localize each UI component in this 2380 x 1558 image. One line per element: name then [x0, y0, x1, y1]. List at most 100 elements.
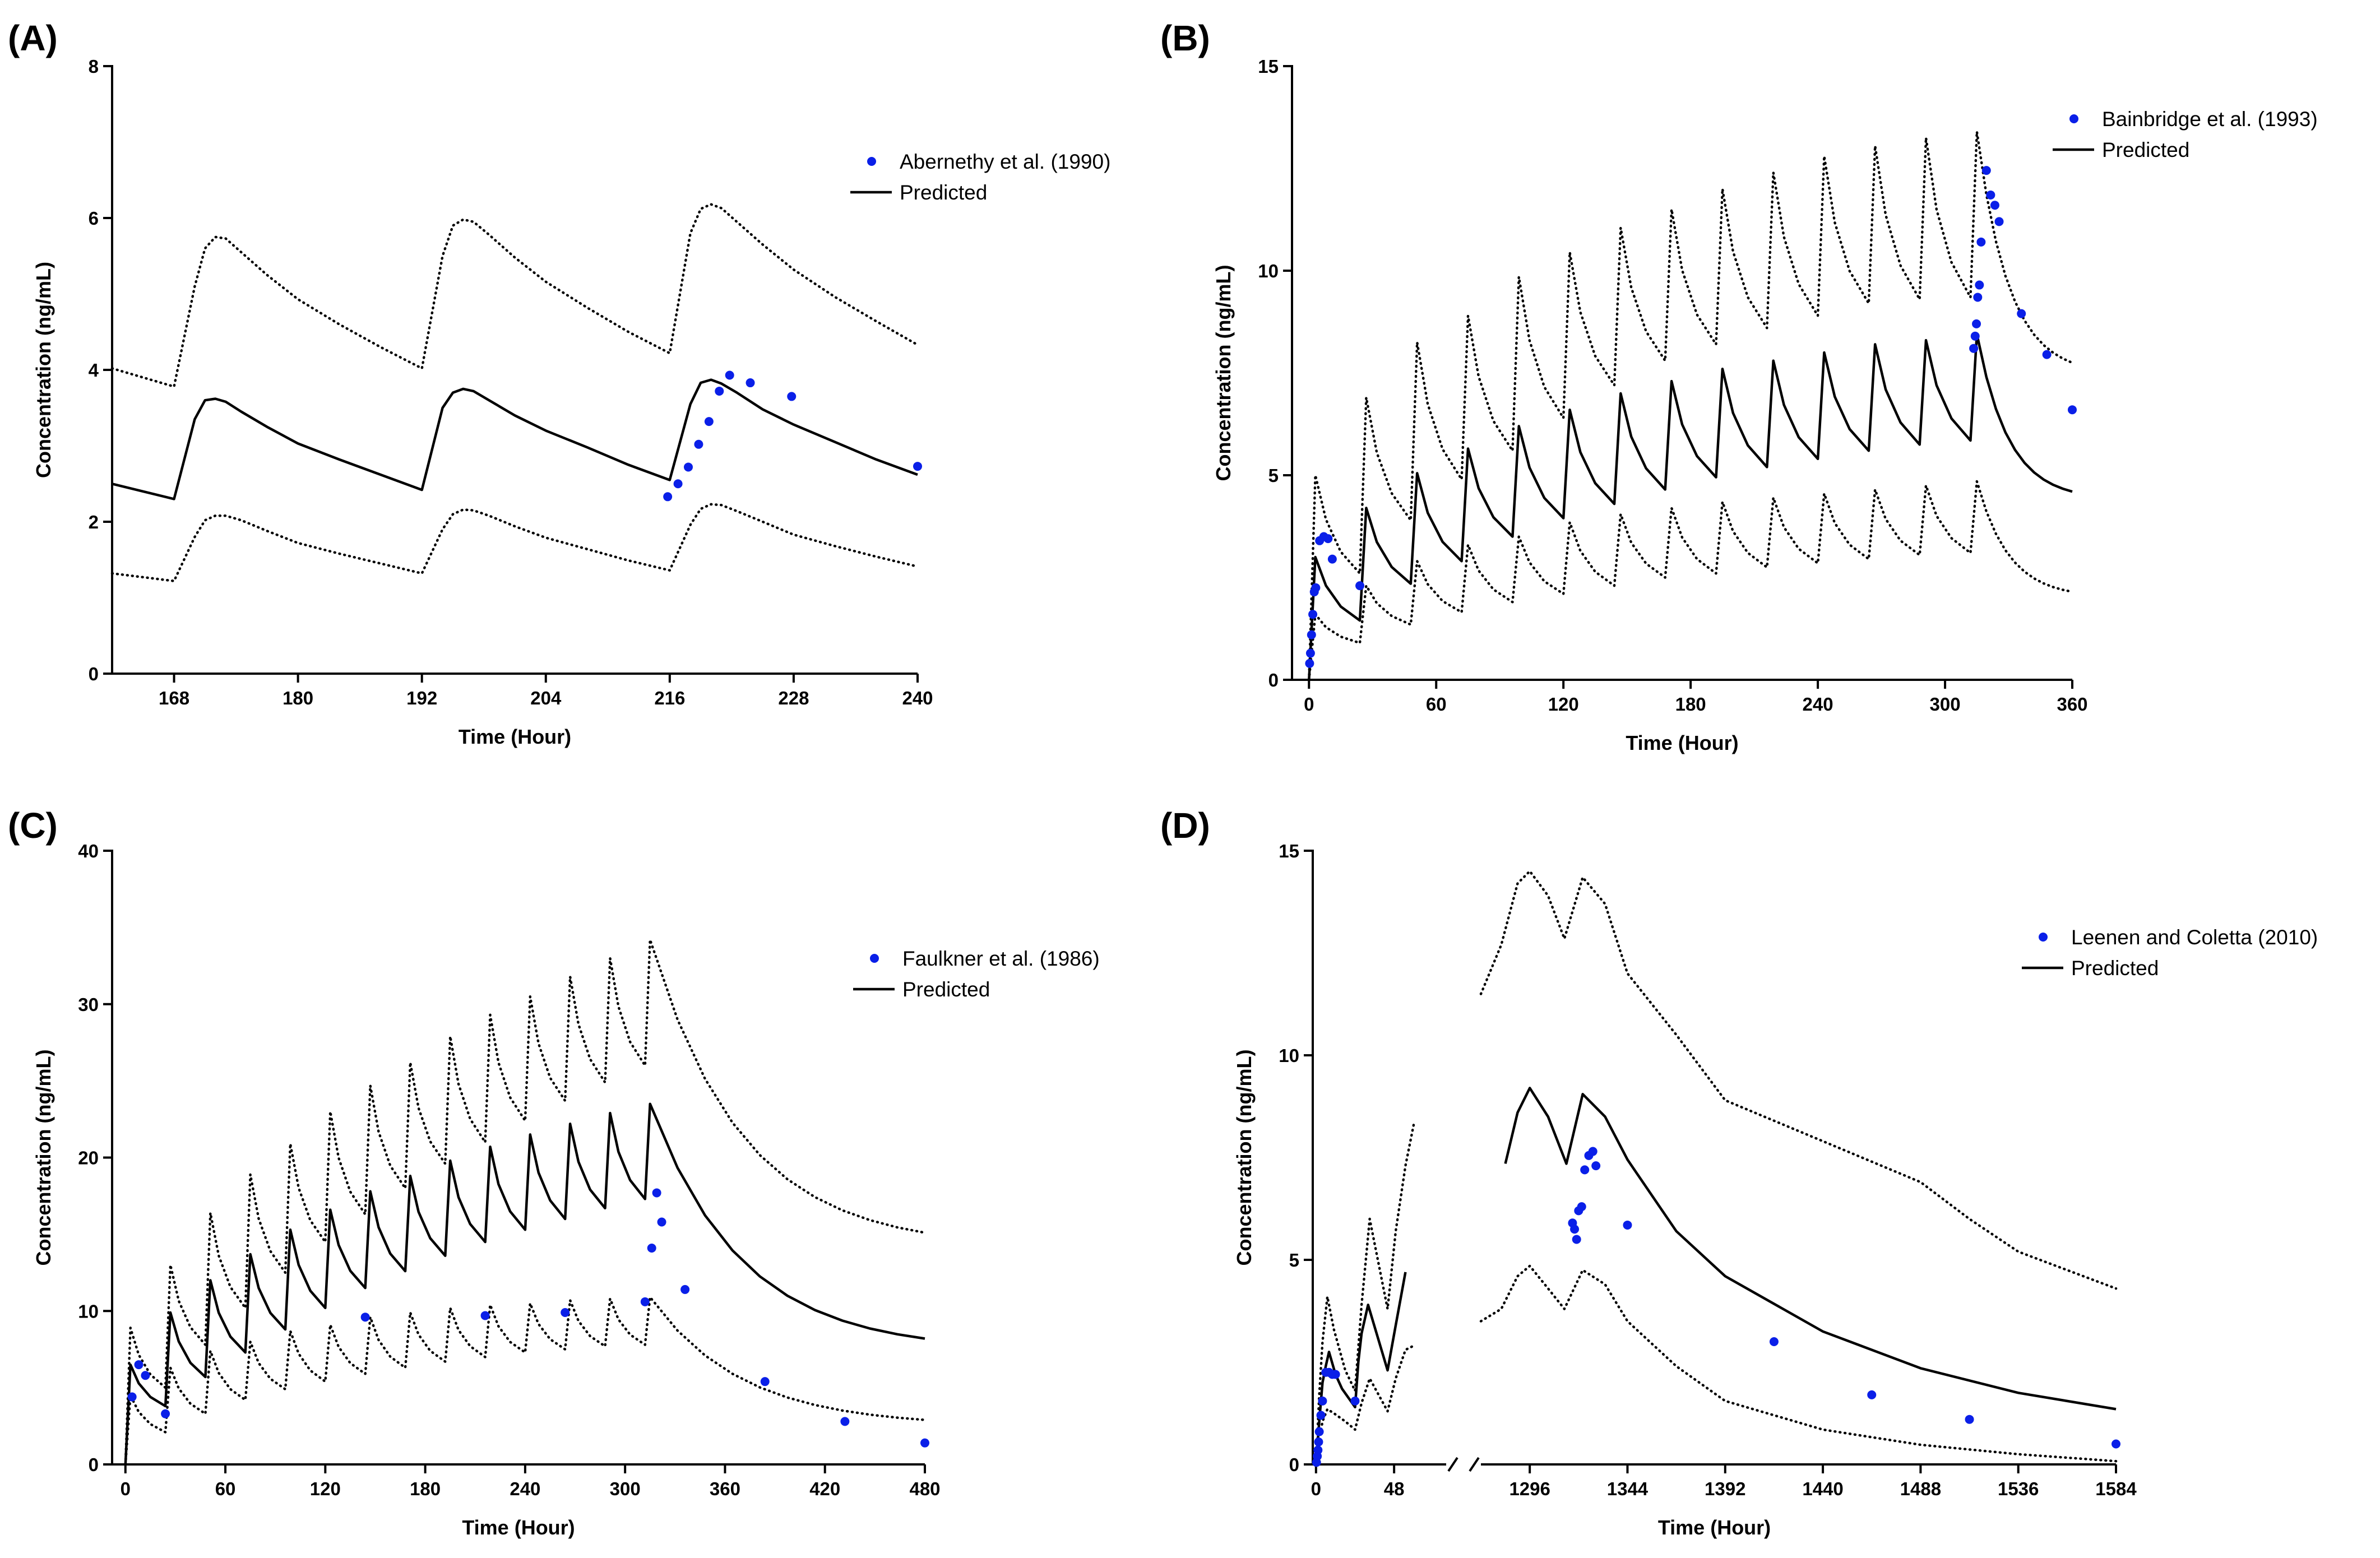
- observed-point: [1577, 1202, 1586, 1212]
- x-tick-label: 1488: [1900, 1478, 1941, 1499]
- x-tick-label: 480: [909, 1478, 940, 1499]
- observed-point: [480, 1311, 490, 1320]
- y-tick-label: 6: [89, 208, 99, 229]
- observed-point: [141, 1371, 150, 1380]
- y-tick-label: 4: [89, 360, 99, 381]
- observed-point: [640, 1297, 650, 1306]
- y-tick-label: 10: [1279, 1045, 1299, 1066]
- observed-point: [1975, 280, 1984, 290]
- legend: Faulkner et al. (1986) Predicted: [853, 947, 1100, 1001]
- observed-point: [840, 1417, 850, 1426]
- y-tick-label: 10: [1258, 261, 1279, 281]
- observed-point: [913, 462, 922, 471]
- x-tick-label: 168: [159, 688, 189, 708]
- observed-point: [1591, 1161, 1601, 1171]
- axis-break-mark: [1469, 1457, 1480, 1472]
- legend-predicted-label: Predicted: [902, 978, 990, 1001]
- y-tick-label: 5: [1289, 1250, 1299, 1270]
- observed-point: [2112, 1439, 2120, 1449]
- x-tick-label: 360: [710, 1478, 740, 1499]
- y-tick-label: 15: [1279, 841, 1299, 861]
- observed-point: [2042, 350, 2052, 359]
- y-tick-label: 0: [89, 664, 99, 684]
- observed-point: [1867, 1390, 1877, 1399]
- lower-bound-line: [124, 1296, 927, 1466]
- x-tick-label: 228: [778, 688, 809, 708]
- observed-point: [760, 1377, 770, 1387]
- observed-point: [1314, 1427, 1324, 1436]
- x-tick-label: 60: [1426, 694, 1447, 715]
- legend: Abernethy et al. (1990) Predicted: [850, 150, 1110, 204]
- x-tick-label: 120: [1548, 694, 1579, 715]
- legend-predicted-label: Predicted: [2071, 957, 2159, 980]
- panel-label: (C): [8, 805, 58, 846]
- observed-point: [360, 1313, 370, 1322]
- panel-label: (D): [1160, 805, 1210, 846]
- predicted-line: [124, 1102, 925, 1465]
- x-tick-label: 1296: [1509, 1478, 1550, 1499]
- x-axis-label: Time (Hour): [459, 725, 571, 748]
- y-tick-label: 30: [78, 994, 99, 1015]
- observed-point: [1305, 659, 1314, 668]
- y-tick-label: 20: [78, 1148, 99, 1168]
- x-tick-label: 0: [1311, 1478, 1321, 1499]
- observed-point: [657, 1217, 666, 1227]
- x-tick-label: 60: [215, 1478, 236, 1499]
- y-axis-label: Concentration (ng/mL): [1212, 265, 1235, 481]
- x-tick-label: 48: [1384, 1478, 1405, 1499]
- observed-point: [1327, 554, 1337, 564]
- observed-point: [652, 1188, 661, 1198]
- panel-a: (A) 0 2 4 6 8 168 180 192 204 216 228 240 Time (Hour)…: [8, 18, 1110, 748]
- x-tick-label: 240: [1803, 694, 1833, 715]
- legend-observed-label: Leenen and Coletta (2010): [2071, 926, 2318, 949]
- lower-bound-line: [110, 503, 919, 582]
- observed-point: [920, 1438, 929, 1448]
- x-tick-label: 360: [2057, 694, 2087, 715]
- legend: Leenen and Coletta (2010) Predicted: [2022, 926, 2318, 980]
- observed-point: [1307, 630, 1316, 639]
- y-tick-label: 40: [78, 841, 99, 861]
- y-tick-label: 0: [1289, 1454, 1299, 1475]
- y-tick-label: 5: [1268, 465, 1279, 486]
- y-axis-label: Concentration (ng/mL): [32, 1050, 55, 1266]
- upper-bound-line: [124, 938, 927, 1466]
- observed-point: [1994, 217, 2004, 226]
- x-tick-label: 180: [410, 1478, 441, 1499]
- upper-bound-line: [1314, 870, 2118, 1466]
- y-tick-label: 0: [1268, 670, 1279, 690]
- legend-observed-marker: [2069, 114, 2078, 123]
- observed-point: [1986, 190, 1995, 200]
- observed-point: [1623, 1220, 1632, 1230]
- observed-point: [1311, 583, 1321, 592]
- panel-label: (A): [8, 18, 58, 58]
- observed-point: [1969, 344, 1979, 353]
- x-tick-label: 216: [654, 688, 685, 708]
- observed-point: [134, 1360, 143, 1370]
- legend-observed-marker: [2039, 933, 2048, 942]
- panel-d: (D) 0 5 10 15 0 48 1296 1344 1392 1440 1488 1536 1584…: [1160, 805, 2318, 1539]
- observed-point: [1990, 201, 1999, 210]
- x-tick-label: 240: [902, 688, 933, 708]
- observed-point: [1972, 319, 1981, 328]
- x-tick-label: 1440: [1802, 1478, 1843, 1499]
- legend-observed-marker: [867, 157, 876, 166]
- x-tick-label: 300: [1930, 694, 1961, 715]
- observed-point: [1769, 1337, 1779, 1346]
- observed-point: [787, 392, 797, 401]
- y-axis-label: Concentration (ng/mL): [32, 262, 55, 478]
- observed-point: [2068, 405, 2077, 415]
- y-tick-label: 8: [89, 56, 99, 77]
- panel-label: (B): [1160, 18, 1210, 58]
- x-tick-label: 300: [610, 1478, 641, 1499]
- upper-bound-line: [1308, 130, 2074, 681]
- x-tick-label: 1344: [1607, 1478, 1649, 1499]
- panel-c: (C) 0 10 20 30 40 0 60 120 180 240 300 360 420 480 Time…: [8, 805, 1100, 1539]
- observed-point: [1316, 1411, 1326, 1420]
- observed-point: [1313, 1445, 1323, 1455]
- observed-point: [1350, 1396, 1360, 1406]
- x-tick-label: 192: [406, 688, 437, 708]
- x-tick-label: 180: [283, 688, 313, 708]
- observed-point: [746, 378, 755, 388]
- x-tick-label: 1584: [2095, 1478, 2137, 1499]
- legend-predicted-label: Predicted: [900, 181, 987, 204]
